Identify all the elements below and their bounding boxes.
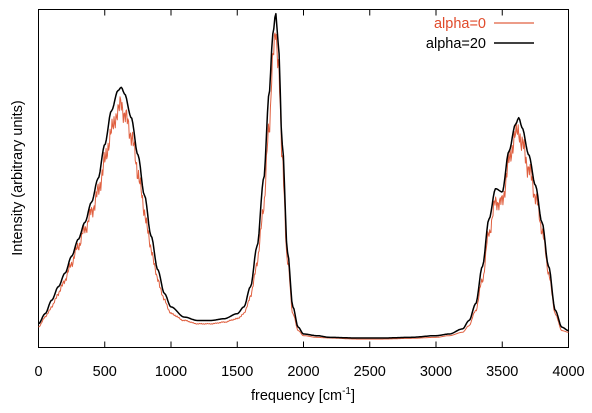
legend-label-alpha-0: alpha=0 xyxy=(434,16,486,32)
x-axis-tick-labels: 0 500 1000 1500 2000 2500 3000 3500 4000 xyxy=(34,364,584,380)
x-tick-label-500: 500 xyxy=(93,364,117,380)
x-tick-label-1500: 1500 xyxy=(221,364,253,380)
y-axis-label: Intensity (arbitrary units) xyxy=(10,100,26,256)
x-tick-label-0: 0 xyxy=(34,364,42,380)
x-tick-label-4000: 4000 xyxy=(552,364,584,380)
x-tick-label-1000: 1000 xyxy=(155,364,187,380)
x-axis-label-suffix: ] xyxy=(351,388,355,404)
x-axis-label: frequency [cm-1] xyxy=(251,386,355,404)
legend: alpha=0 alpha=20 xyxy=(426,16,534,52)
legend-label-alpha-20: alpha=20 xyxy=(426,36,486,52)
x-axis-ticks xyxy=(39,10,569,348)
series-line-alpha-20 xyxy=(39,14,569,338)
x-tick-label-3000: 3000 xyxy=(420,364,452,380)
series-layer xyxy=(39,14,569,339)
x-axis-label-main: frequency [cm xyxy=(251,388,342,404)
x-tick-label-3500: 3500 xyxy=(486,364,518,380)
x-tick-label-2500: 2500 xyxy=(354,364,386,380)
series-line-alpha-0 xyxy=(39,33,569,339)
x-tick-label-2000: 2000 xyxy=(287,364,319,380)
plot-frame xyxy=(39,10,569,348)
